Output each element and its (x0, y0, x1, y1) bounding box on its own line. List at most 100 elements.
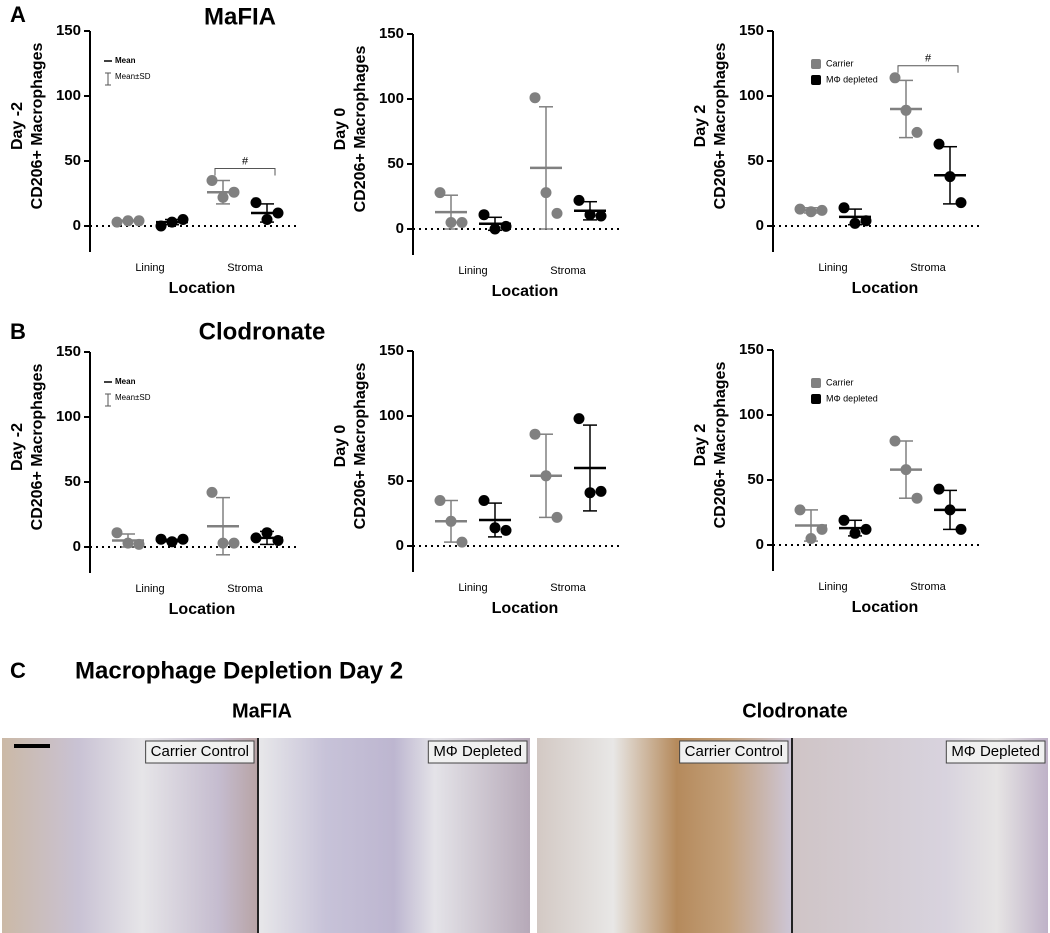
micrograph (792, 738, 1048, 933)
data-point (228, 186, 240, 198)
y-axis-label: CD206+ Macrophages (712, 362, 729, 529)
data-point (900, 464, 912, 476)
y-tick-label: 150 (379, 25, 404, 42)
data-point (122, 215, 134, 227)
data-point (133, 215, 145, 227)
chart: 0 50 100 150 Day 2 CD206+ Macrophages Lining St… (692, 341, 983, 616)
micrograph (258, 738, 530, 933)
image-label-box (945, 740, 1046, 764)
data-point (489, 522, 501, 534)
data-point (573, 413, 585, 425)
x-tick-label: Lining (458, 582, 487, 594)
image-label-box (145, 740, 255, 764)
y-axis-label: Day -2 (9, 423, 26, 471)
chart: 0 50 100 150 Day -2 CD206+ Macrophages Lining S… (9, 22, 300, 297)
x-axis-label: Location (169, 280, 236, 297)
y-tick-label: 0 (756, 217, 764, 234)
data-point (261, 527, 273, 539)
significance-bracket (214, 168, 276, 176)
y-tick-label: 150 (56, 343, 81, 360)
legend-label: MΦ depleted (826, 74, 878, 84)
image-label: Carrier Control (151, 743, 249, 760)
panel-title: Clodronate (199, 318, 326, 345)
significance-bracket (897, 65, 959, 73)
y-tick-label: 0 (73, 217, 81, 234)
x-tick-label: Stroma (910, 262, 946, 274)
data-point (955, 523, 967, 535)
y-axis-label: CD206+ Macrophages (352, 363, 369, 530)
data-point (955, 197, 967, 209)
x-tick-label: Stroma (910, 581, 946, 593)
chart: 0 50 100 150 Day -2 CD206+ Macrophages Lining S… (9, 343, 300, 618)
y-tick-label: 100 (56, 87, 81, 104)
y-axis-label: CD206+ Macrophages (29, 43, 46, 210)
data-point (529, 92, 541, 104)
x-tick-label: Lining (458, 265, 487, 277)
data-point (551, 207, 563, 219)
x-axis-label: Location (852, 280, 919, 297)
data-point (889, 435, 901, 447)
legend-sd-swatch (105, 72, 111, 86)
panel-title: Macrophage Depletion Day 2 (75, 657, 403, 684)
panel-letter: C (10, 658, 26, 683)
y-tick-label: 50 (387, 155, 404, 172)
legend-swatch (811, 394, 821, 404)
legend-label: Mean (115, 56, 136, 65)
y-axis-label: CD206+ Macrophages (29, 364, 46, 531)
y-tick-label: 100 (379, 407, 404, 424)
data-point (111, 216, 123, 228)
y-tick-label: 100 (56, 408, 81, 425)
legend-label: MΦ depleted (826, 393, 878, 403)
x-tick-label: Stroma (550, 582, 586, 594)
y-axis-label: Day 2 (692, 105, 709, 148)
data-point (250, 532, 262, 544)
data-point (944, 504, 956, 516)
data-point (849, 527, 861, 539)
data-point (478, 495, 490, 506)
y-tick-label: 0 (73, 538, 81, 555)
data-point (933, 483, 945, 495)
data-point (250, 197, 262, 209)
y-tick-label: 150 (739, 341, 764, 358)
data-point (838, 202, 850, 214)
data-point (217, 191, 229, 203)
y-axis-label: Day 0 (332, 108, 349, 151)
legend-label: Mean±SD (115, 393, 151, 402)
legend-swatch (811, 59, 821, 69)
legend-label: Carrier (826, 58, 854, 68)
legend-label: Carrier (826, 377, 854, 387)
x-tick-label: Lining (818, 581, 847, 593)
data-point (816, 523, 828, 535)
y-tick-label: 50 (64, 152, 81, 169)
data-point (272, 535, 284, 546)
group-title: MaFIA (232, 700, 292, 722)
data-point (166, 536, 178, 548)
micrograph (2, 738, 257, 933)
legend-swatch (811, 75, 821, 85)
legend-label: Mean (115, 377, 136, 386)
data-point (228, 537, 240, 549)
data-point (794, 203, 806, 215)
data-point (133, 538, 145, 550)
y-tick-label: 150 (56, 22, 81, 39)
x-tick-label: Stroma (550, 265, 586, 277)
image-label: MΦ Depleted (951, 743, 1040, 760)
data-point (540, 470, 552, 482)
x-tick-label: Lining (818, 262, 847, 274)
data-point (478, 209, 490, 221)
y-tick-label: 50 (747, 152, 764, 169)
data-point (500, 220, 512, 232)
image-label: Carrier Control (685, 743, 783, 760)
image-label-box (427, 740, 528, 764)
x-tick-label: Lining (135, 262, 164, 274)
data-point (445, 515, 457, 527)
legend-sd-swatch (105, 393, 111, 407)
data-point (838, 514, 850, 526)
data-point (849, 217, 861, 229)
data-point (456, 536, 468, 548)
data-point (551, 511, 563, 523)
x-axis-label: Location (852, 599, 919, 616)
panel-c: C Macrophage Depletion Day 2 MaFIA Carrier … (2, 657, 1048, 933)
chart: 0 50 100 150 Day 2 CD206+ Macrophages Lining St… (692, 22, 983, 297)
